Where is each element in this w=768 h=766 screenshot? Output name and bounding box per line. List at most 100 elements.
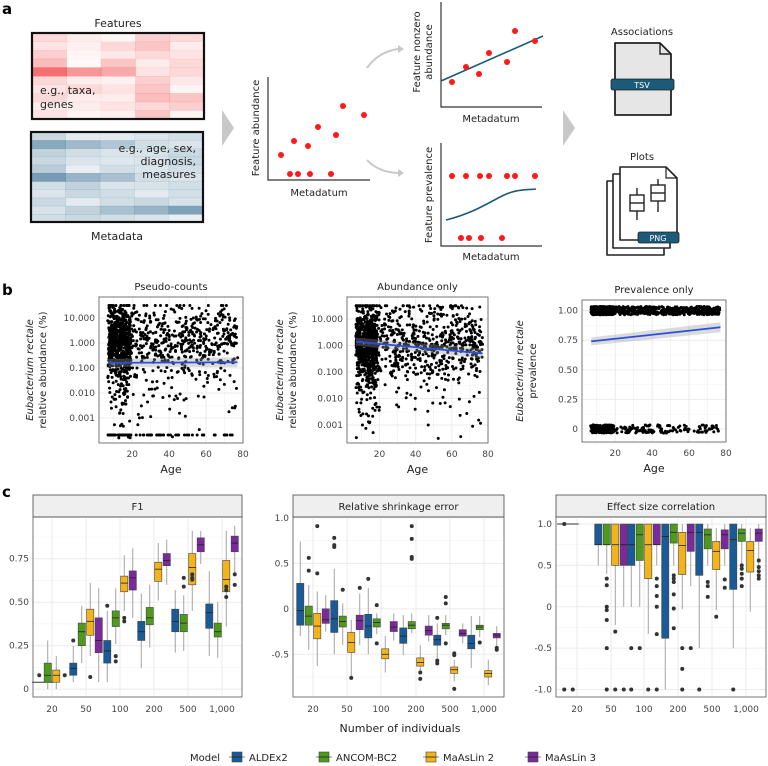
data-point [219, 366, 223, 370]
data-point [190, 373, 194, 377]
data-point [446, 373, 450, 377]
data-point [359, 304, 363, 308]
data-point [367, 368, 371, 372]
box-maaslin-2 [154, 543, 163, 601]
data-point [124, 346, 128, 350]
data-point [451, 377, 455, 381]
data-point [414, 324, 418, 328]
data-point [477, 356, 481, 360]
box-maaslin-2 [484, 659, 493, 686]
data-point [694, 306, 698, 310]
data-point [355, 317, 359, 321]
data-point [138, 433, 142, 437]
heatmap-cell [135, 58, 171, 68]
data-point [362, 367, 366, 371]
data-point [701, 305, 705, 309]
plot-border [292, 516, 505, 698]
schematic-point [486, 50, 492, 56]
data-point [383, 383, 387, 387]
box-maaslin-3 [652, 523, 661, 692]
box-iqr [644, 523, 653, 579]
data-point [428, 312, 432, 316]
data-point [176, 341, 180, 345]
box-iqr [321, 608, 330, 624]
box-maaslin-2 [712, 528, 721, 619]
associations-label: Associations [611, 27, 673, 38]
data-point [375, 323, 379, 327]
data-point [397, 386, 401, 390]
data-point [622, 312, 626, 316]
box-iqr [330, 600, 339, 633]
data-point [401, 304, 405, 308]
data-point [146, 331, 150, 335]
data-point [437, 364, 441, 368]
schematic-point [532, 38, 538, 44]
data-point [384, 357, 388, 361]
data-point [478, 325, 482, 329]
heatmap-cell [168, 156, 204, 166]
data-point [432, 318, 436, 322]
legend-item: MaAsLin 3 [525, 751, 596, 764]
data-point [220, 318, 224, 322]
outlier-point [604, 646, 609, 651]
outlier-point [452, 686, 457, 691]
box-ancom-bc2 [737, 524, 746, 589]
data-point [110, 354, 114, 358]
heatmap-cell [100, 41, 136, 51]
data-point [705, 429, 709, 433]
data-point [434, 361, 438, 365]
chevron-right-icon [563, 110, 575, 146]
data-point [192, 333, 196, 337]
plot-border [555, 516, 767, 698]
data-point [131, 339, 135, 343]
outlier-point [654, 687, 659, 692]
data-point [376, 369, 380, 373]
data-point [427, 376, 431, 380]
data-point [372, 387, 376, 391]
data-point [376, 378, 380, 382]
data-point [420, 309, 424, 313]
data-point [195, 433, 199, 437]
data-point [454, 351, 458, 355]
box-maaslin-2 [644, 523, 653, 692]
heatmap-cell [31, 140, 66, 149]
data-point [211, 353, 215, 357]
data-point [116, 338, 120, 342]
data-point [202, 341, 206, 345]
data-point [149, 320, 153, 324]
box-iqr [695, 523, 704, 576]
data-point [163, 328, 167, 332]
data-point [375, 344, 379, 348]
data-point [184, 336, 188, 340]
metadata-example-2: diagnosis, [141, 155, 196, 168]
data-point [360, 326, 364, 330]
data-point [712, 430, 716, 434]
outlier-point [646, 687, 651, 692]
data-point [469, 348, 473, 352]
data-point [114, 368, 118, 372]
data-point [118, 388, 122, 392]
box-maaslin-3 [754, 524, 763, 581]
data-point [368, 396, 372, 400]
data-point [215, 375, 219, 379]
data-point [660, 429, 664, 433]
data-point [206, 312, 210, 316]
data-point [442, 388, 446, 392]
data-point [181, 324, 185, 328]
heatmap-cell [99, 164, 135, 174]
data-point [413, 341, 417, 345]
data-point [373, 339, 377, 343]
outlier-point [570, 687, 575, 692]
data-point [172, 398, 176, 402]
data-point [427, 337, 431, 341]
data-point [110, 375, 114, 379]
data-point [368, 381, 372, 385]
data-point [447, 360, 451, 364]
data-point [230, 406, 234, 410]
data-point [126, 395, 130, 399]
data-point [409, 393, 413, 397]
data-point [364, 378, 368, 382]
data-point [430, 371, 434, 375]
data-point [434, 386, 438, 390]
